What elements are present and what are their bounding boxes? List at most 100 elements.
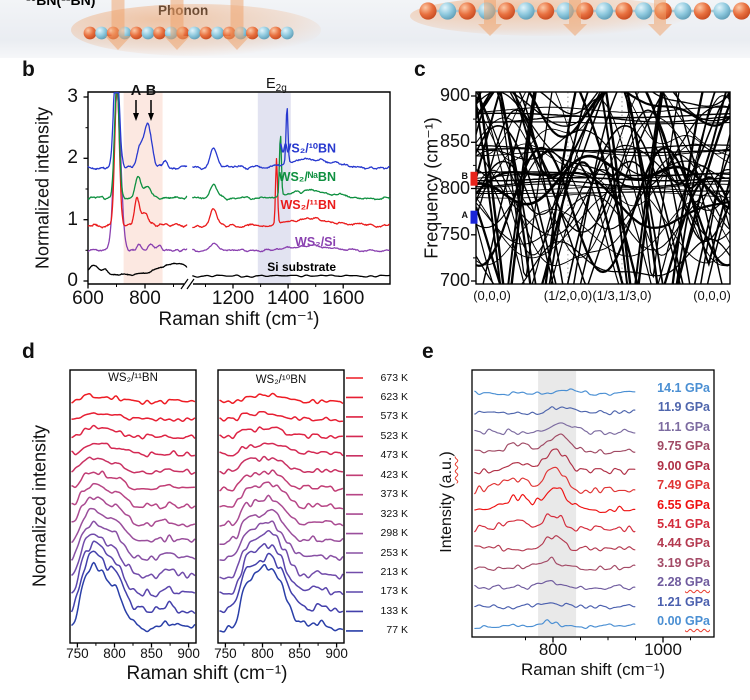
pressure-unit: GPa — [684, 478, 710, 493]
phonon-branch — [476, 92, 730, 185]
phonon-branch — [476, 92, 730, 284]
plot-frame-b — [87, 91, 391, 285]
panel-e-ylabel-pre: Intensity ( — [438, 483, 455, 553]
panel-b-xlabel: Raman shift (cm⁻¹) — [158, 309, 320, 330]
spectrum-curve-d — [219, 563, 344, 633]
phonon-branch — [476, 176, 730, 182]
plot-frame-d1 — [217, 369, 345, 644]
annotation-peak-a: A — [130, 83, 142, 99]
x-tick-label: 850 — [140, 646, 163, 661]
panel-letter-d: d — [22, 340, 35, 363]
y-tick-label: 700 — [439, 270, 470, 290]
x-tick-label: 1000 — [644, 640, 682, 659]
pressure-unit: GPa — [684, 614, 710, 629]
spectrum-curve-d — [219, 455, 344, 475]
phonon-branch — [476, 92, 730, 186]
y-tick-label: 3 — [67, 86, 78, 107]
axis-break-marks — [180, 278, 195, 290]
series-label-ws2-si: WS₂/Si — [295, 235, 336, 249]
highlight-band — [257, 92, 291, 284]
panel-letter-b: b — [22, 58, 35, 81]
pressure-label: 11.1 GPa — [586, 420, 710, 434]
x-tick-label: 1600 — [322, 288, 365, 309]
panel-e-ylabel-post: ) — [438, 451, 455, 457]
pressure-label: 9.75 GPa — [586, 439, 710, 453]
spectrum-curve-d — [219, 469, 344, 492]
pressure-label: 7.49 GPa — [586, 478, 710, 492]
pressure-label: 11.9 GPa — [586, 400, 710, 414]
pressure-label: 4.44 GPa — [586, 536, 710, 550]
pressure-unit: GPa — [684, 575, 710, 590]
legend-item: 573 K — [380, 410, 408, 423]
phonon-branch — [476, 121, 730, 125]
spectrum-curve-d — [70, 520, 196, 561]
legend-item: 133 K — [380, 604, 408, 617]
spectrum-curve-d — [219, 494, 344, 527]
annotation-e2g: E2g — [266, 76, 287, 94]
highlight-band — [538, 371, 577, 636]
spectrum-curve-b — [87, 262, 390, 278]
series-label-ws2-10bn: WS₂/¹⁰BN — [279, 141, 336, 156]
series-label-ws2-nabn: WS₂/ᴺᵃBN — [278, 170, 336, 184]
spectrum-curve-d — [71, 442, 196, 458]
phonon-branch — [476, 92, 730, 215]
spectrum-curve-d — [70, 561, 196, 633]
pressure-label: 5.41 GPa — [586, 517, 710, 531]
highlight-band — [123, 92, 163, 284]
phonon-branch — [476, 192, 730, 251]
legend-item: 373 K — [380, 488, 408, 501]
spectrum-curve-b — [87, 92, 391, 253]
pressure-label: 0.00 GPa — [586, 614, 710, 628]
panel-d-ylabel: Normalized intensity — [29, 424, 50, 588]
pressure-value: 6.55 — [657, 497, 685, 512]
marker-a — [470, 210, 478, 224]
x-tick-label: 850 — [288, 646, 311, 661]
pressure-value: 2.28 — [657, 575, 685, 590]
kpoint-label: (0,0,0) — [473, 288, 511, 303]
phonon-branch — [476, 129, 730, 180]
panel-d-curves-0 — [70, 392, 196, 633]
spectrum-curve-d — [219, 392, 344, 405]
phonon-branch — [476, 106, 730, 113]
phonon-branch — [476, 186, 730, 193]
legend-item: 173 K — [380, 585, 408, 598]
phonon-branch — [476, 109, 730, 242]
pressure-label: 9.00 GPa — [586, 459, 710, 473]
panel-d-title-10bn: WS₂/¹⁰BN — [255, 374, 307, 386]
pressure-unit: GPa — [684, 536, 710, 551]
legend-item: 253 K — [380, 546, 408, 559]
phonon-branch — [476, 238, 730, 284]
annotation-e2g-sub: 2g — [275, 83, 287, 94]
x-tick-label: 800 — [103, 646, 126, 661]
phonon-branch — [476, 112, 730, 119]
spectrum-curve-d — [219, 426, 343, 440]
phonon-branch — [476, 173, 730, 180]
phonon-branch — [476, 144, 730, 152]
y-tick-label: 2 — [67, 147, 78, 169]
spectrum-curve-d — [71, 533, 196, 580]
x-tick-label: 600 — [72, 288, 104, 309]
phonon-branch — [509, 92, 664, 284]
phonon-branch — [476, 124, 730, 284]
phonon-branch — [513, 92, 727, 190]
spectrum-curve-b — [87, 92, 390, 229]
phonon-branch — [476, 92, 730, 191]
spectrum-curve-d — [219, 552, 344, 614]
phonon-branch — [476, 143, 730, 207]
kpoint-label: (1/3,1/3,0) — [592, 288, 652, 303]
series-label-ws2-11bn: WS₂/¹¹BN — [280, 198, 336, 212]
y-tick-label: 0 — [67, 270, 78, 291]
x-tick-label: 750 — [214, 646, 237, 661]
spectrum-curve-b — [87, 92, 390, 171]
marker-letter-b: B — [461, 171, 469, 181]
legend-item: 523 K — [380, 429, 408, 442]
pressure-unit: GPa — [684, 497, 710, 512]
pressure-value: 9.75 — [657, 439, 685, 454]
panel-d-xlabel: Raman shift (cm⁻¹) — [126, 663, 288, 684]
phonon-branch — [476, 147, 730, 154]
spectrum-curve-d — [219, 520, 344, 562]
pressure-unit: GPa — [684, 439, 710, 454]
phonon-branch — [476, 146, 730, 274]
annotation-arrow-heads — [133, 113, 154, 121]
